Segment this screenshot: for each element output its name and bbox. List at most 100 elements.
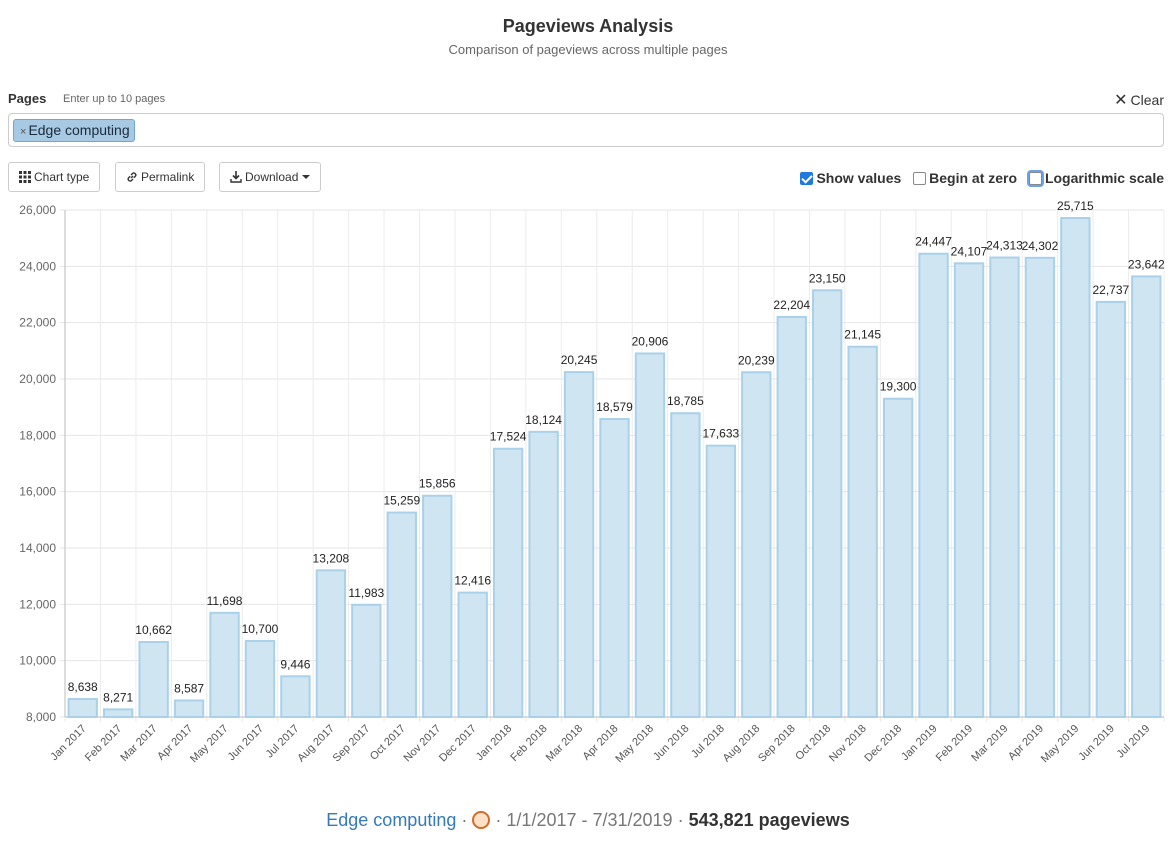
x-tick-label: Jun 2019 [1076, 723, 1116, 763]
bar[interactable] [563, 371, 595, 719]
bar-value-label: 24,107 [951, 244, 988, 258]
bar[interactable] [1095, 300, 1127, 718]
bar[interactable] [67, 698, 98, 718]
page-title: Pageviews Analysis [502, 16, 674, 36]
bar[interactable] [138, 641, 169, 718]
bar[interactable] [492, 447, 524, 718]
pages-select-input[interactable]: × Edge computing [8, 113, 1164, 147]
bar-value-label: 10,700 [242, 622, 279, 636]
bar[interactable] [882, 397, 914, 718]
bar-value-label: 23,642 [1128, 257, 1165, 271]
chart-type-button[interactable]: Chart type [8, 162, 101, 192]
y-tick-label: 22,000 [19, 316, 56, 330]
legend-separator: · [677, 810, 684, 830]
y-tick-label: 24,000 [19, 259, 56, 273]
bar[interactable] [173, 699, 205, 718]
chart-type-label: Chart type [34, 170, 90, 184]
bar-value-label: 20,906 [632, 334, 669, 348]
bar-value-label: 18,124 [525, 413, 562, 427]
download-label: Download [245, 170, 299, 184]
bar[interactable] [1060, 217, 1091, 719]
x-tick-label: Feb 2019 [934, 723, 975, 764]
bar[interactable] [812, 289, 843, 719]
download-button[interactable]: Download [219, 162, 322, 192]
x-tick-label: Sep 2018 [756, 723, 798, 765]
bar-value-label: 21,145 [844, 328, 881, 342]
bar-value-label: 18,785 [667, 394, 704, 408]
page-tag[interactable]: × Edge computing [13, 119, 135, 142]
begin-at-zero-checkbox[interactable] [913, 172, 927, 186]
y-tick-label: 8,000 [26, 710, 56, 724]
bar[interactable] [634, 352, 666, 719]
bar[interactable] [280, 675, 311, 718]
y-tick-label: 26,000 [19, 203, 56, 217]
x-tick-label: Jan 2019 [899, 723, 939, 763]
bar[interactable] [989, 256, 1020, 718]
show-values-checkbox[interactable] [800, 172, 814, 186]
tag-remove-icon[interactable]: × [20, 126, 27, 138]
bar-value-label: 8,271 [103, 690, 133, 704]
x-tick-label: May 2017 [188, 723, 231, 766]
bar[interactable] [102, 708, 134, 718]
logarithmic-scale-option[interactable]: Logarithmic scale [1028, 170, 1164, 187]
bar[interactable] [244, 639, 276, 719]
bar-value-label: 12,416 [454, 574, 491, 588]
x-tick-label: Nov 2017 [402, 723, 444, 765]
bar-value-label: 15,856 [419, 477, 456, 491]
bar-value-label: 22,737 [1092, 283, 1129, 297]
bar-value-label: 22,204 [773, 298, 810, 312]
bar-value-label: 19,300 [880, 380, 917, 394]
x-tick-label: Feb 2017 [83, 723, 124, 764]
bar[interactable] [1024, 256, 1056, 719]
page-subtitle: Comparison of pageviews across multiple … [448, 42, 728, 57]
bar[interactable] [670, 412, 701, 718]
chart-legend: Edge computing · · 1/1/2017 - 7/31/2019 … [0, 810, 1176, 831]
page-tag-label: Edge computing [28, 122, 130, 138]
clear-button[interactable]: ✕ Clear [1114, 90, 1164, 110]
logarithmic-scale-label: Logarithmic scale [1044, 170, 1164, 187]
y-tick-label: 12,000 [19, 597, 56, 611]
bar[interactable] [776, 315, 807, 719]
legend-total-pageviews: 543,821 pageviews [688, 810, 850, 830]
legend-color-swatch-icon[interactable] [472, 811, 491, 829]
bar[interactable] [386, 511, 417, 719]
legend-article-link[interactable]: Edge computing [326, 810, 457, 830]
header: Pageviews Analysis Comparison of pagevie… [0, 14, 1176, 58]
download-icon [230, 171, 242, 183]
x-tick-label: Dec 2018 [862, 723, 904, 765]
logarithmic-scale-checkbox[interactable] [1028, 172, 1042, 186]
bar[interactable] [847, 345, 878, 718]
permalink-button[interactable]: Permalink [115, 162, 206, 192]
bar[interactable] [209, 611, 240, 718]
bar[interactable] [599, 418, 630, 718]
bar[interactable] [315, 569, 347, 719]
bar[interactable] [457, 591, 488, 718]
bar[interactable] [528, 430, 559, 718]
x-tick-label: Jan 2018 [474, 723, 514, 763]
link-icon [127, 172, 137, 182]
chart-options: Show values Begin at zero Logarithmic sc… [792, 169, 1164, 187]
legend-separator: · [461, 810, 468, 830]
x-tick-label: May 2018 [613, 723, 656, 766]
bar-value-label: 9,446 [280, 657, 310, 671]
pages-hint: Enter up to 10 pages [63, 93, 166, 105]
bar[interactable] [918, 252, 949, 719]
bar[interactable] [351, 603, 382, 718]
clear-label: Clear [1130, 92, 1164, 108]
bar-value-label: 8,638 [68, 680, 98, 694]
bar[interactable] [1131, 275, 1162, 719]
bar-value-label: 17,633 [703, 427, 740, 441]
bar-value-label: 11,698 [207, 594, 243, 608]
bar[interactable] [741, 371, 772, 719]
x-tick-label: Sep 2017 [331, 723, 373, 765]
bar-value-label: 15,259 [383, 494, 420, 508]
x-tick-label: Mar 2017 [118, 723, 159, 764]
bar-value-label: 11,983 [348, 586, 384, 600]
bar[interactable] [422, 494, 453, 718]
y-tick-label: 18,000 [19, 428, 56, 442]
bar-value-label: 24,313 [986, 239, 1023, 253]
show-values-option[interactable]: Show values [800, 170, 901, 186]
bar[interactable] [953, 262, 985, 719]
begin-at-zero-option[interactable]: Begin at zero [913, 170, 1017, 186]
bar[interactable] [705, 444, 737, 718]
